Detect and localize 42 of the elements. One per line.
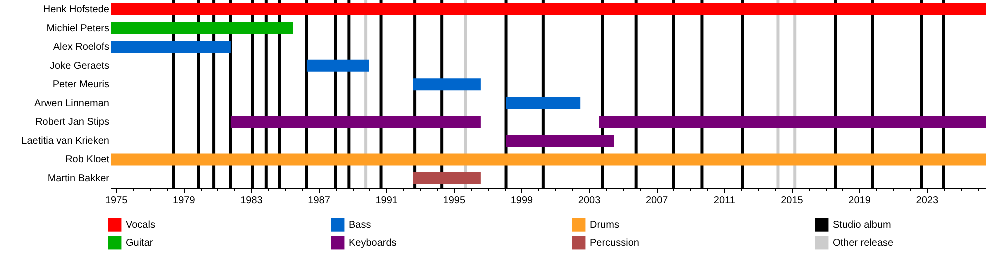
bar bbox=[111, 3, 986, 16]
y-tick-label: Rob Kloet bbox=[66, 154, 110, 166]
x-tick-label: 2015 bbox=[781, 196, 804, 206]
x-tick-label: 2003 bbox=[578, 196, 602, 206]
y-tick-label: Martin Bakker bbox=[48, 174, 110, 185]
legend-label: Drums bbox=[590, 220, 620, 232]
bar bbox=[111, 41, 231, 54]
y-tick-label: Peter Meuris bbox=[52, 80, 110, 91]
x-tick-label: 2007 bbox=[646, 196, 669, 206]
bar bbox=[111, 154, 986, 166]
y-tick-label: Laetitia van Krieken bbox=[22, 136, 110, 147]
bar bbox=[506, 97, 581, 110]
legend-label: Guitar bbox=[126, 238, 154, 249]
legend-label: Percussion bbox=[590, 238, 640, 249]
x-tick-label: 2023 bbox=[916, 196, 939, 206]
x-tick-label: 1991 bbox=[376, 196, 398, 206]
bar bbox=[413, 78, 481, 91]
x-tick-label: 1979 bbox=[173, 196, 196, 206]
y-tick-label: Joke Geraets bbox=[50, 60, 110, 72]
bar bbox=[111, 22, 294, 34]
y-tick-label: Michiel Peters bbox=[46, 23, 110, 34]
bar bbox=[599, 116, 986, 128]
bar bbox=[230, 116, 481, 128]
legend-label: Other release bbox=[833, 238, 894, 249]
x-tick-label: 1987 bbox=[308, 196, 331, 206]
x-tick-label: 1995 bbox=[443, 196, 466, 206]
legend-label: Vocals bbox=[126, 220, 156, 232]
bar bbox=[306, 60, 370, 72]
bar bbox=[506, 134, 614, 147]
x-tick-label: 2011 bbox=[714, 196, 736, 206]
x-tick-label: 1975 bbox=[105, 196, 128, 206]
legend-label: Keyboards bbox=[349, 238, 397, 249]
x-tick-label: 1983 bbox=[240, 196, 264, 206]
x-tick-label: 2019 bbox=[848, 196, 872, 206]
legend-label: Studio album bbox=[833, 220, 892, 232]
legend-label: Bass bbox=[349, 220, 372, 232]
y-tick-label: Henk Hofstede bbox=[43, 4, 110, 16]
y-tick-label: Robert Jan Stips bbox=[36, 117, 110, 128]
x-tick-label: 1999 bbox=[510, 196, 534, 206]
bar bbox=[413, 172, 481, 185]
y-tick-label: Alex Roelofs bbox=[53, 42, 110, 54]
y-tick-label: Arwen Linneman bbox=[34, 98, 110, 110]
